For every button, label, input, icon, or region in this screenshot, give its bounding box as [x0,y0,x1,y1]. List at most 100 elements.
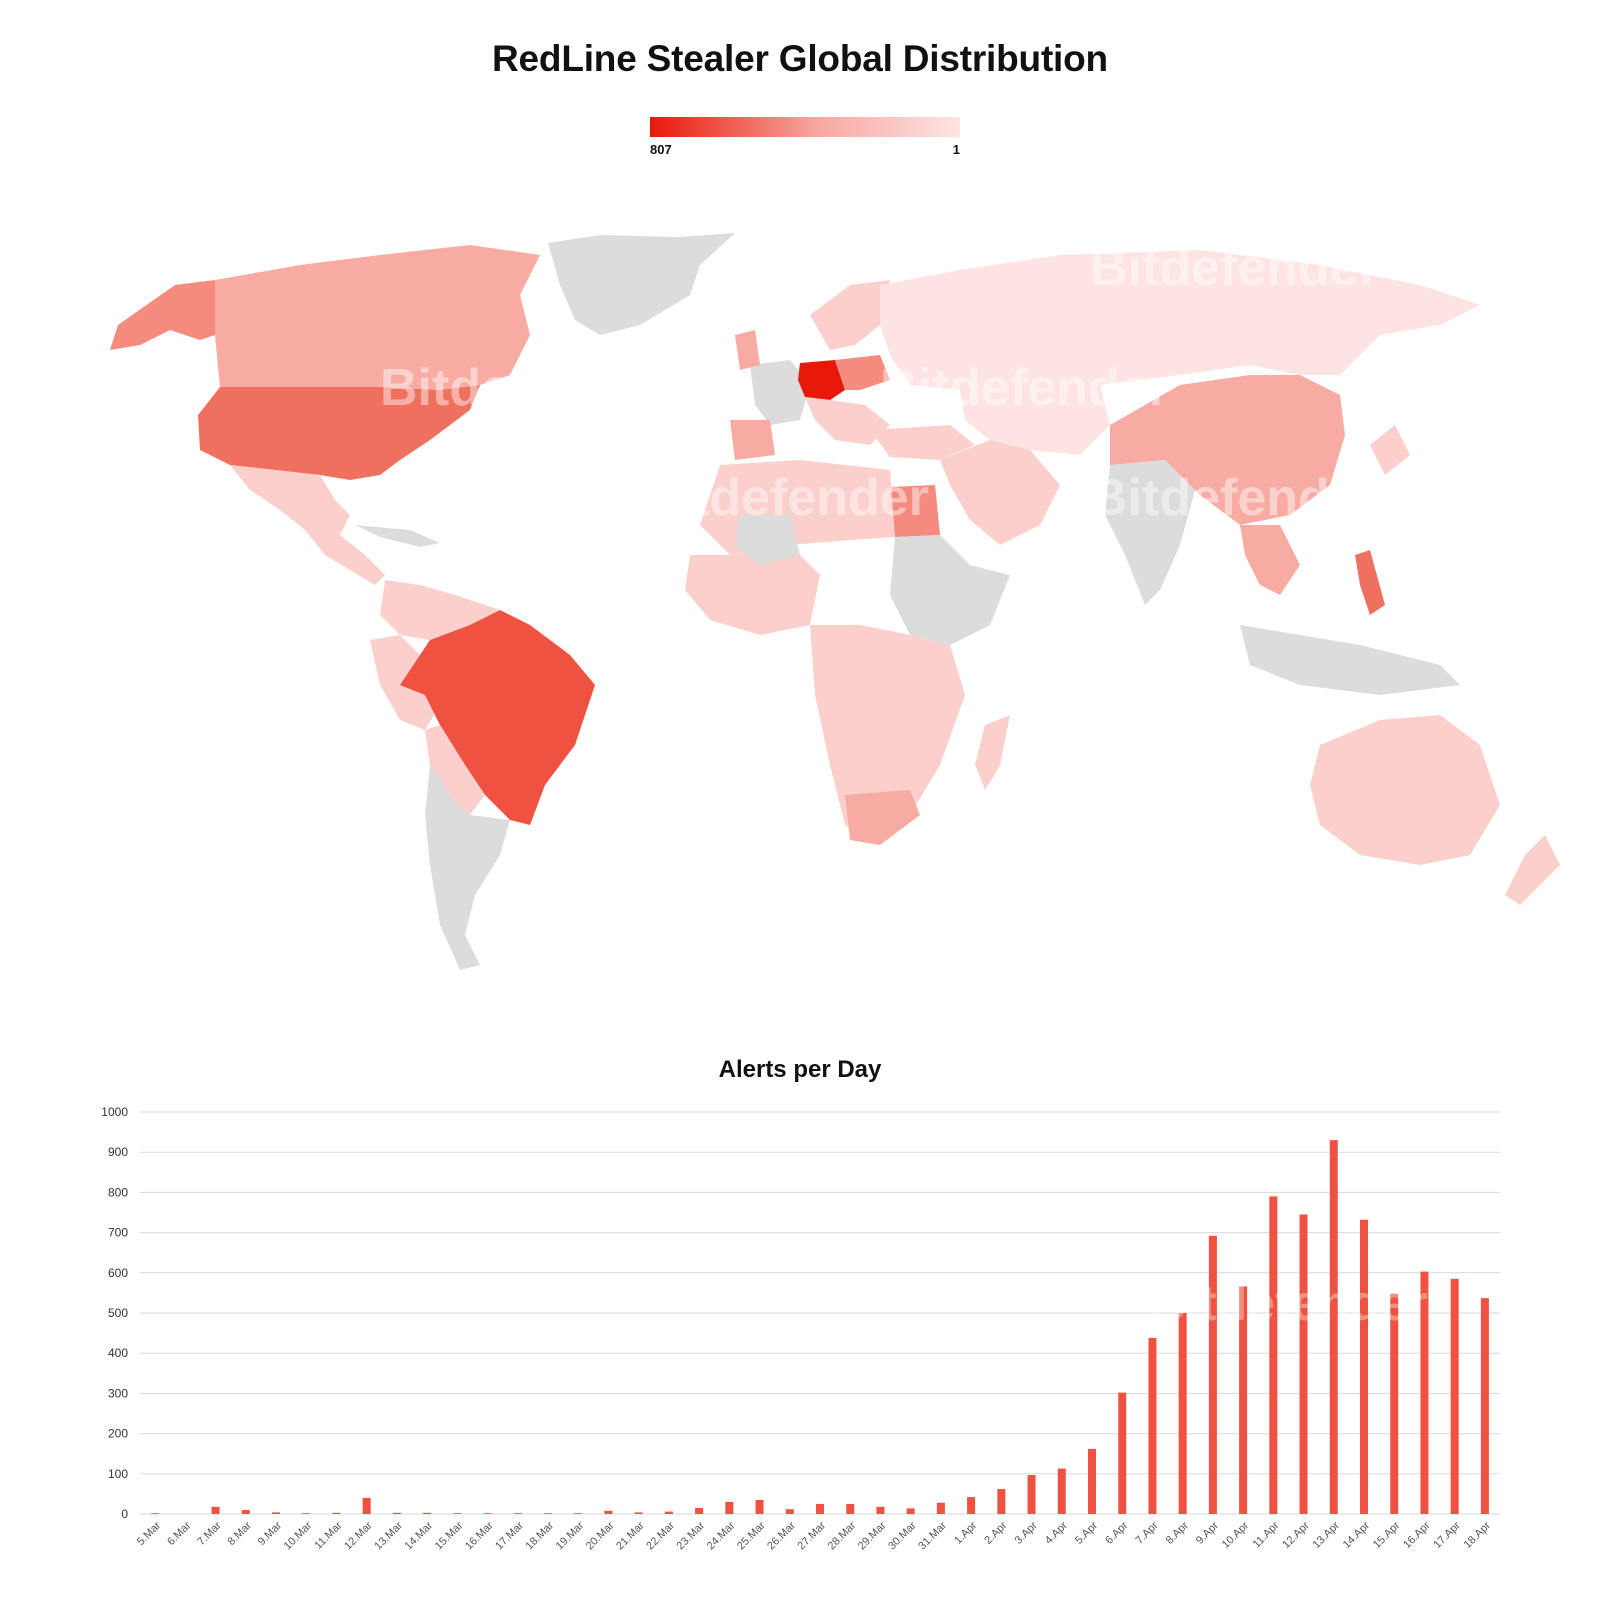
y-tick-label: 200 [108,1427,128,1441]
y-tick-label: 900 [108,1145,128,1159]
map-watermark: Bitdefender [380,359,669,417]
x-tick-label: 24.Mar [705,1519,738,1552]
x-tick-label: 13.Mar [372,1519,405,1552]
chart-watermark: Bitdefender [1150,1275,1428,1331]
bar [997,1489,1006,1514]
region-central-america [305,530,385,585]
x-tick-label: 8.Mar [226,1519,255,1548]
bar [664,1511,673,1514]
world-map: Bitdefender Bitdefender Bitdefender Bitd… [110,233,1560,970]
x-tick-label: 6.Mar [165,1519,194,1548]
bar [725,1501,734,1514]
bar [453,1513,462,1514]
x-tick-label: 12.Mar [342,1519,375,1552]
region-india [1105,460,1195,605]
bar [1027,1475,1036,1514]
bar [362,1497,371,1514]
region-southeast-asia [1240,525,1300,595]
bar [544,1513,552,1514]
map-watermark: Bitdefender [1090,469,1379,527]
x-tick-label: 14.Apr [1341,1519,1373,1551]
bar [1148,1337,1157,1514]
bar [1088,1448,1096,1514]
region-southern-africa [810,625,965,840]
y-tick-label: 0 [121,1507,128,1521]
x-tick-label: 11.Apr [1251,1519,1282,1550]
region-turkey [870,425,975,460]
x-tick-label: 16.Mar [463,1519,496,1552]
region-greenland [548,233,735,335]
bar [816,1503,824,1514]
region-south-europe [805,397,890,445]
region-canada [215,245,540,390]
legend-min-value: 1 [952,142,960,157]
bar [272,1512,280,1514]
map-watermark: Bitdefender [1090,239,1379,297]
page-title: RedLine Stealer Global Distribution [492,38,1108,79]
y-tick-label: 300 [108,1386,128,1400]
region-eastern-europe [835,355,890,390]
region-alaska [110,280,215,350]
bar [1057,1468,1066,1514]
bar [1269,1196,1278,1514]
bar [332,1512,341,1514]
x-tick-label: 7.Mar [195,1519,224,1548]
bar [1360,1219,1368,1514]
x-tick-label: 15.Mar [433,1519,466,1552]
legend-max-value: 807 [650,142,672,157]
x-tick-label: 27.Mar [795,1519,828,1552]
region-sahel [735,515,800,565]
bar [967,1497,976,1514]
bar [695,1507,704,1514]
bar [906,1508,915,1514]
region-philippines [1355,550,1385,615]
bar [876,1506,885,1514]
bar [1208,1235,1217,1514]
x-tick-label: 29.Mar [856,1519,889,1552]
x-tick-label: 18.Mar [523,1519,556,1552]
region-caribbean [355,525,440,547]
x-tick-label: 10.Apr [1220,1519,1252,1551]
x-tick-label: 17.Apr [1431,1519,1463,1551]
color-scale-legend: 807 1 [650,117,960,163]
region-madagascar [975,715,1010,790]
bar [1118,1392,1127,1514]
region-germany [798,360,845,400]
x-tick-label: 10.Mar [282,1519,315,1552]
region-mexico [230,465,350,535]
bar [1390,1293,1399,1514]
bar [211,1506,220,1514]
x-tick-label: 13.Apr [1310,1519,1342,1551]
x-tick-label: 14.Mar [403,1519,436,1552]
region-bolivia-paraguay [425,725,485,815]
x-tick-label: 5.Apr [1073,1519,1100,1546]
x-tick-label: 8.Apr [1164,1519,1191,1546]
bar [1178,1313,1187,1514]
x-tick-label: 23.Mar [675,1519,708,1552]
bar [1480,1298,1489,1514]
region-western-europe [750,360,810,425]
x-tick-label: 11.Mar [312,1519,344,1551]
alerts-bar-chart: 0 100 200 300 400 500 600 700 800 900 1000 5.Mar 6.M… [101,1105,1500,1552]
bar [483,1513,492,1514]
bar [1299,1214,1308,1514]
bar [392,1512,401,1514]
region-central-asia [960,380,1110,455]
x-tick-label: 28.Mar [826,1519,859,1552]
x-tick-label: 2.Apr [982,1519,1009,1546]
x-tick-label: 19.Mar [554,1519,587,1552]
y-tick-label: 500 [108,1306,128,1320]
region-iberia [730,420,775,460]
y-tick-label: 400 [108,1346,128,1360]
map-watermark: Bitdefender [640,469,929,527]
x-tick-label: 5.Mar [135,1519,164,1548]
bar [241,1509,250,1514]
x-tick-label: 7.Apr [1133,1519,1160,1546]
x-tick-label: 4.Apr [1043,1519,1070,1546]
bar [151,1513,160,1514]
region-argentina-chile [425,765,510,970]
bar [302,1513,311,1514]
bar [755,1499,764,1514]
region-brazil [400,610,595,825]
y-tick-label: 700 [108,1226,128,1240]
